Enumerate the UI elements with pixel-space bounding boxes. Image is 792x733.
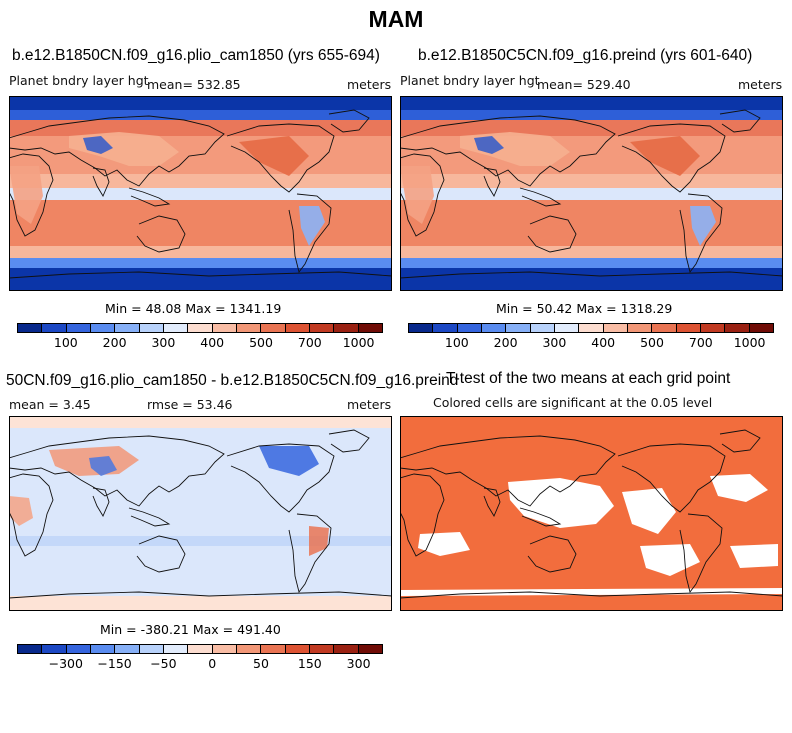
colorbar-swatch [285,324,310,332]
colorbar-swatch [90,324,116,332]
panel2-colorbar-labels: 100 200 300 400 500 700 1000 [408,335,774,350]
panel2-mean: mean= 529.40 [537,77,631,92]
panel3-title: 50CN.f09_g16.plio_cam1850 - b.e12.B1850C… [6,372,459,389]
colorbar-swatch [42,324,67,332]
colorbar-swatch [554,324,580,332]
panel2-map [400,96,783,291]
panel2-units: meters [738,77,783,92]
colorbar-swatch [481,324,507,332]
colorbar-swatch [66,645,91,653]
colorbar-swatch [433,324,458,332]
colorbar-swatch [530,324,555,332]
colorbar-tick-label: 700 [297,335,322,350]
colorbar-tick-label: −300 [48,656,83,671]
colorbar-swatch [409,324,434,332]
colorbar-swatch [212,645,237,653]
panel1-mean: mean= 532.85 [147,77,241,92]
panel1-units: meters [347,77,392,92]
panel3-colorbar [17,644,383,654]
colorbar-tick-label: 300 [151,335,176,350]
panel4-map [400,416,783,611]
colorbar-swatch [579,324,604,332]
panel1-map [9,96,392,291]
colorbar-swatch [188,324,213,332]
colorbar-swatch [506,324,531,332]
colorbar-swatch [236,324,262,332]
colorbar-swatch [18,645,43,653]
colorbar-tick-label: 200 [102,335,127,350]
colorbar-tick-label: 700 [688,335,713,350]
panel2-colorbar [408,323,774,333]
colorbar-swatch [42,645,67,653]
colorbar-swatch [66,324,91,332]
panel4-subtitle: Colored cells are significant at the 0.0… [433,395,713,410]
colorbar-swatch [603,324,628,332]
colorbar-tick-label: 500 [249,335,273,350]
colorbar-tick-label: 100 [53,335,78,350]
colorbar-tick-label: 300 [542,335,567,350]
panel1-minmax: Min = 48.08 Max = 1341.19 [105,301,282,316]
panel3-units: meters [347,397,392,412]
colorbar-swatch [115,324,140,332]
colorbar-swatch [309,645,335,653]
colorbar-swatch [627,324,653,332]
colorbar-swatch [457,324,482,332]
colorbar-swatch [358,645,382,653]
colorbar-tick-label: 200 [493,335,518,350]
panel2-minmax: Min = 50.42 Max = 1318.29 [496,301,673,316]
colorbar-swatch [652,324,677,332]
panel1-colorbar [17,323,383,333]
colorbar-swatch [115,645,140,653]
panel2-title: b.e12.B1850C5CN.f09_g16.preind (yrs 601-… [418,47,753,64]
colorbar-swatch [18,324,43,332]
colorbar-tick-label: 400 [200,335,225,350]
panel1-colorbar-labels: 100 200 300 400 500 700 1000 [17,335,383,350]
colorbar-swatch [309,324,335,332]
colorbar-swatch [700,324,726,332]
colorbar-swatch [212,324,237,332]
colorbar-tick-label: 150 [297,656,322,671]
colorbar-swatch [725,324,750,332]
colorbar-swatch [139,645,164,653]
colorbar-swatch [676,324,701,332]
figure-title: MAM [368,6,424,32]
colorbar-swatch [261,324,286,332]
colorbar-tick-label: 100 [444,335,469,350]
panel3-mean: mean = 3.45 [9,397,91,412]
colorbar-tick-label: −150 [97,656,132,671]
colorbar-swatch [358,324,382,332]
panel4-title: T-test of the two means at each grid poi… [446,370,731,387]
colorbar-tick-label: 300 [346,656,371,671]
colorbar-tick-label: 400 [591,335,616,350]
colorbar-swatch [285,645,310,653]
colorbar-tick-label: 500 [640,335,664,350]
panel1-variable: Planet bndry layer hgt [9,73,149,88]
colorbar-swatch [334,645,359,653]
colorbar-swatch [163,324,189,332]
colorbar-tick-label: 1000 [733,335,766,350]
colorbar-swatch [261,645,286,653]
panel3-rmse: rmse = 53.46 [147,397,233,412]
panel1-title: b.e12.B1850CN.f09_g16.plio_cam1850 (yrs … [12,47,380,64]
colorbar-swatch [749,324,773,332]
colorbar-swatch [236,645,262,653]
panel3-map [9,416,392,611]
colorbar-swatch [139,324,164,332]
panel2-variable: Planet bndry layer hgt [400,73,540,88]
colorbar-tick-label: 1000 [342,335,375,350]
colorbar-swatch [188,645,213,653]
colorbar-swatch [163,645,189,653]
colorbar-swatch [90,645,116,653]
colorbar-swatch [334,324,359,332]
panel3-colorbar-labels: −300 −150 −50 0 50 150 300 [17,656,383,671]
colorbar-tick-label: 50 [253,656,269,671]
colorbar-tick-label: −50 [150,656,177,671]
panel3-minmax: Min = -380.21 Max = 491.40 [100,622,281,637]
colorbar-tick-label: 0 [208,656,217,671]
